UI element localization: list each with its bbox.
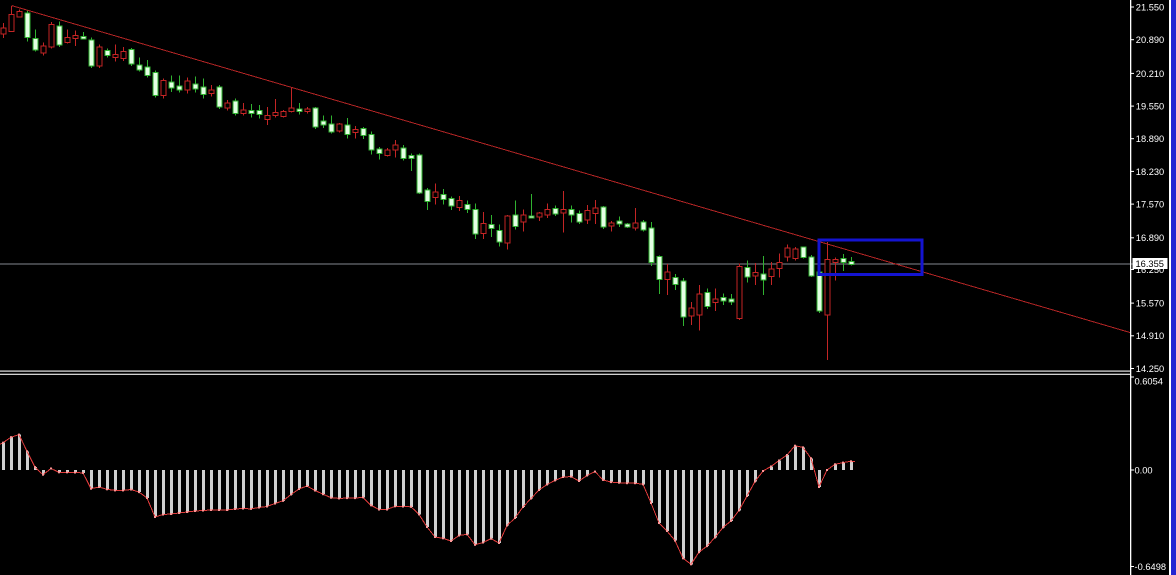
svg-text:16.250: 16.250: [1136, 265, 1164, 275]
svg-text:0.6054: 0.6054: [1135, 376, 1163, 386]
svg-text:18.230: 18.230: [1136, 167, 1164, 177]
svg-text:14.250: 14.250: [1136, 364, 1164, 374]
svg-text:16.355: 16.355: [1136, 259, 1164, 269]
svg-text:21.550: 21.550: [1136, 2, 1164, 12]
svg-text:15.570: 15.570: [1136, 299, 1164, 309]
svg-text:20.210: 20.210: [1136, 69, 1164, 79]
svg-text:19.550: 19.550: [1136, 102, 1164, 112]
svg-text:20.890: 20.890: [1136, 35, 1164, 45]
svg-text:17.570: 17.570: [1136, 200, 1164, 210]
svg-text:0.00: 0.00: [1135, 465, 1153, 475]
svg-text:18.890: 18.890: [1136, 134, 1164, 144]
svg-text:-0.6498: -0.6498: [1135, 562, 1167, 572]
svg-text:14.910: 14.910: [1136, 331, 1164, 341]
svg-text:16.890: 16.890: [1136, 233, 1164, 243]
